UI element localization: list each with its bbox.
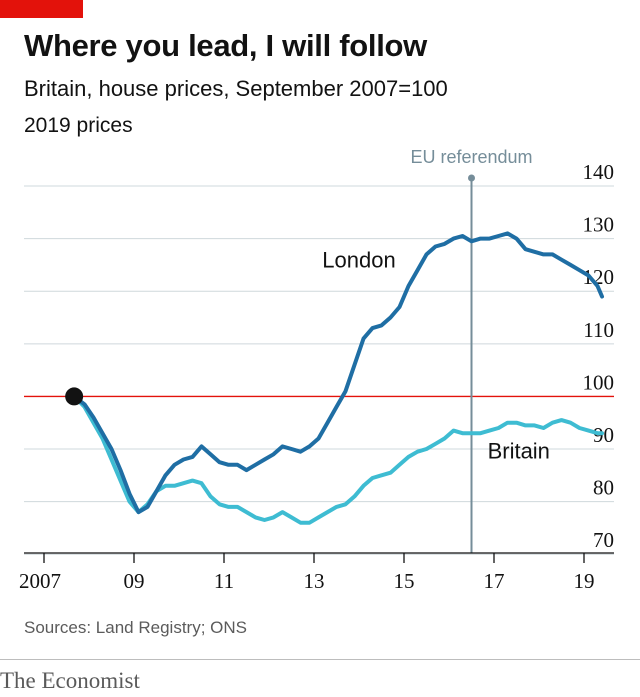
chart-title: Where you lead, I will follow bbox=[24, 28, 427, 63]
series-line-london bbox=[72, 231, 604, 515]
y-tick-label-130: 130 bbox=[583, 213, 615, 237]
series-label-london: London bbox=[322, 248, 395, 273]
x-tick-label-2013: 13 bbox=[304, 569, 325, 593]
x-tick-label-2019: 19 bbox=[574, 569, 595, 593]
series-line-britain bbox=[72, 394, 604, 525]
y-tick-label-100: 100 bbox=[583, 370, 615, 394]
x-tick-label-2007: 2007 bbox=[19, 569, 61, 593]
economist-logo-text: The Economist bbox=[0, 668, 140, 693]
x-tick-label-2015: 15 bbox=[394, 569, 415, 593]
y-tick-label-110: 110 bbox=[583, 318, 614, 342]
series-labels: London Britain bbox=[322, 248, 550, 464]
unit-label: 2019 prices bbox=[24, 114, 133, 137]
brand-red-tag bbox=[0, 0, 83, 18]
x-tick-label-2017: 17 bbox=[484, 569, 505, 593]
series-lines bbox=[65, 231, 604, 525]
y-tick-label-80: 80 bbox=[593, 476, 614, 500]
footer-divider bbox=[0, 659, 640, 660]
x-tick-label-2011: 11 bbox=[214, 569, 234, 593]
source-note: Sources: Land Registry; ONS bbox=[24, 618, 247, 637]
chart-subtitle: Britain, house prices, September 2007=10… bbox=[24, 76, 448, 101]
series-label-britain: Britain bbox=[488, 438, 550, 463]
annotation-group: EU referendum bbox=[410, 147, 533, 553]
y-tick-label-90: 90 bbox=[593, 423, 614, 447]
start-marker bbox=[65, 387, 84, 406]
eu-referendum-label: EU referendum bbox=[410, 147, 532, 167]
y-tick-label-140: 140 bbox=[583, 160, 615, 184]
eu-referendum-marker bbox=[468, 174, 475, 182]
y-tick-label-70: 70 bbox=[593, 528, 614, 552]
axes: 2007 09 11 13 15 17 19 bbox=[19, 552, 614, 593]
x-tick-label-2009: 09 bbox=[124, 569, 145, 593]
